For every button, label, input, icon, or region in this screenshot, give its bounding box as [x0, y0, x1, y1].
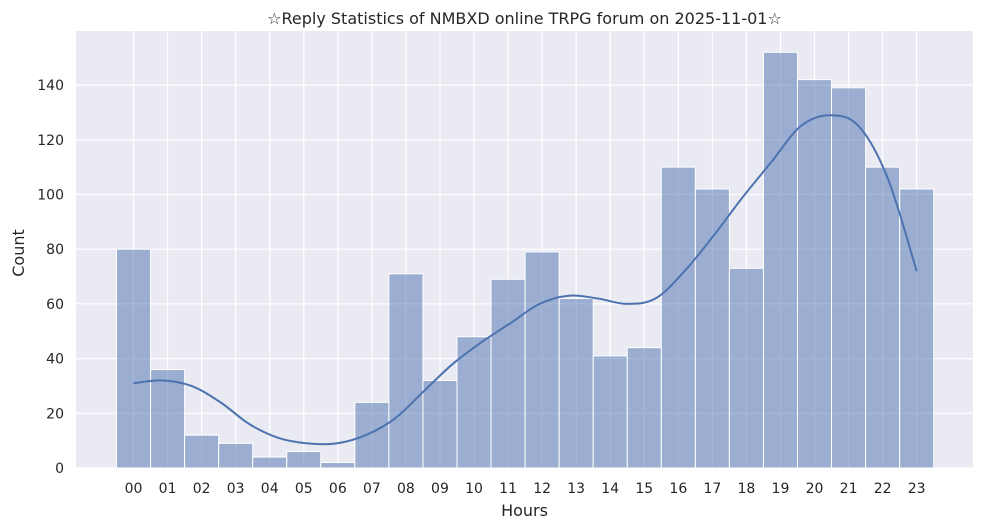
- x-tick-label: 10: [465, 481, 483, 497]
- y-tick-label: 20: [46, 406, 64, 422]
- x-tick-label: 11: [499, 481, 517, 497]
- bar-20: [797, 79, 833, 469]
- x-tick-label: 06: [329, 481, 347, 497]
- x-axis-label: Hours: [501, 501, 548, 520]
- bar-04: [252, 456, 288, 469]
- x-tick-label: 20: [806, 481, 824, 497]
- bar-12: [524, 251, 560, 469]
- x-tick-label: 18: [738, 481, 756, 497]
- y-tick-label: 40: [46, 352, 64, 368]
- bar-11: [490, 278, 526, 469]
- x-tick-label: 04: [261, 481, 279, 497]
- bar-22: [865, 166, 901, 469]
- x-tick-label: 12: [533, 481, 551, 497]
- bar-05: [286, 451, 322, 469]
- bar-06: [320, 462, 356, 469]
- bar-01: [150, 369, 186, 469]
- x-tick-labels: 00 01 02 03 04 05 06 07 08 09 10 11 12 13 14 15 16 17 18 19…: [125, 481, 926, 497]
- y-axis-label: Count: [9, 229, 28, 277]
- chart-title: ☆Reply Statistics of NMBXD online TRPG f…: [267, 9, 782, 28]
- bar-16: [660, 166, 696, 469]
- bar-15: [626, 347, 662, 469]
- x-tick-label: 19: [772, 481, 790, 497]
- bar-18: [728, 267, 764, 469]
- y-tick-label: 120: [37, 133, 64, 149]
- bar-13: [558, 297, 594, 469]
- x-tick-label: 00: [125, 481, 143, 497]
- bar-09: [422, 379, 458, 469]
- y-tick-label: 140: [37, 78, 64, 94]
- bar-02: [184, 434, 220, 469]
- y-tick-labels: 0 20 40 60 80 100 120 140: [37, 78, 64, 477]
- x-tick-label: 21: [840, 481, 858, 497]
- bar-07: [354, 401, 390, 469]
- x-tick-label: 03: [227, 481, 245, 497]
- bar-10: [456, 336, 492, 469]
- x-tick-label: 01: [159, 481, 177, 497]
- x-tick-label: 02: [193, 481, 211, 497]
- y-tick-label: 0: [55, 461, 64, 477]
- x-tick-label: 09: [431, 481, 449, 497]
- x-tick-label: 16: [669, 481, 687, 497]
- bar-00: [116, 248, 152, 469]
- x-tick-label: 05: [295, 481, 313, 497]
- x-tick-label: 17: [703, 481, 721, 497]
- bar-14: [592, 355, 628, 469]
- y-tick-label: 60: [46, 297, 64, 313]
- x-tick-label: 15: [635, 481, 653, 497]
- x-tick-label: 13: [567, 481, 585, 497]
- x-tick-label: 07: [363, 481, 381, 497]
- x-tick-label: 08: [397, 481, 415, 497]
- bar-03: [218, 442, 254, 469]
- x-tick-label: 14: [601, 481, 619, 497]
- bar-17: [694, 188, 730, 469]
- kde-line: [133, 114, 918, 446]
- bar-19: [762, 51, 799, 469]
- y-tick-label: 100: [37, 188, 64, 204]
- x-tick-label: 23: [908, 481, 926, 497]
- bar-08: [388, 273, 424, 469]
- x-tick-label: 22: [874, 481, 892, 497]
- bar-21: [831, 87, 867, 469]
- y-tick-label: 80: [46, 242, 64, 258]
